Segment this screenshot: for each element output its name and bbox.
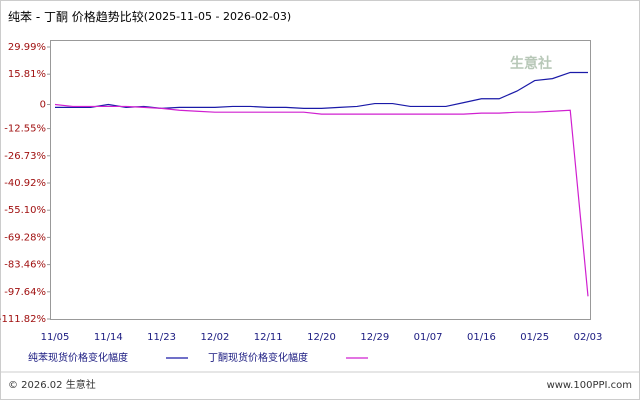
x-tick-label: 02/03 <box>574 332 603 343</box>
x-tick-label: 01/07 <box>414 332 443 343</box>
x-tick-label: 01/25 <box>520 332 549 343</box>
footer-right: www.100PPI.com <box>547 380 632 391</box>
y-tick-label: 29.99% <box>8 42 46 53</box>
y-tick-label: -12.55% <box>4 124 46 135</box>
y-tick-label: 0 <box>40 100 46 111</box>
x-tick-label: 12/29 <box>360 332 389 343</box>
x-tick-label: 12/02 <box>200 332 229 343</box>
series-line <box>54 103 589 297</box>
x-tick-label: 01/16 <box>467 332 496 343</box>
title: 纯苯 - 丁酮 价格趋势比较 <box>8 9 144 24</box>
series-line <box>55 71 588 109</box>
y-tick-label: -83.46% <box>4 260 46 271</box>
y-tick-label: -40.92% <box>4 178 46 189</box>
x-tick-label: 11/05 <box>41 332 70 343</box>
x-tick-label: 12/11 <box>254 332 283 343</box>
y-tick-label: 15.81% <box>8 69 46 80</box>
y-tick-label: -26.73% <box>4 151 46 162</box>
y-tick-label: -69.28% <box>4 232 46 243</box>
legend-label: 纯苯现货价格变化幅度 <box>28 351 128 364</box>
footer-left: © 2026.02 生意社 <box>8 378 96 391</box>
y-tick-label: -111.82% <box>0 314 46 325</box>
legend-label: 丁酮现货价格变化幅度 <box>208 351 308 364</box>
y-tick-label: -97.64% <box>4 287 46 298</box>
subtitle: (2025-11-05 - 2026-02-03) <box>144 10 291 23</box>
y-tick-label: -55.10% <box>4 205 46 216</box>
x-tick-label: 11/23 <box>147 332 176 343</box>
chart-title: 纯苯 - 丁酮 价格趋势比较(2025-11-05 - 2026-02-03) <box>8 9 291 24</box>
plot-area <box>50 40 591 320</box>
x-tick-label: 12/20 <box>307 332 336 343</box>
watermark: 生意社 <box>510 55 552 72</box>
x-tick-label: 11/14 <box>94 332 123 343</box>
